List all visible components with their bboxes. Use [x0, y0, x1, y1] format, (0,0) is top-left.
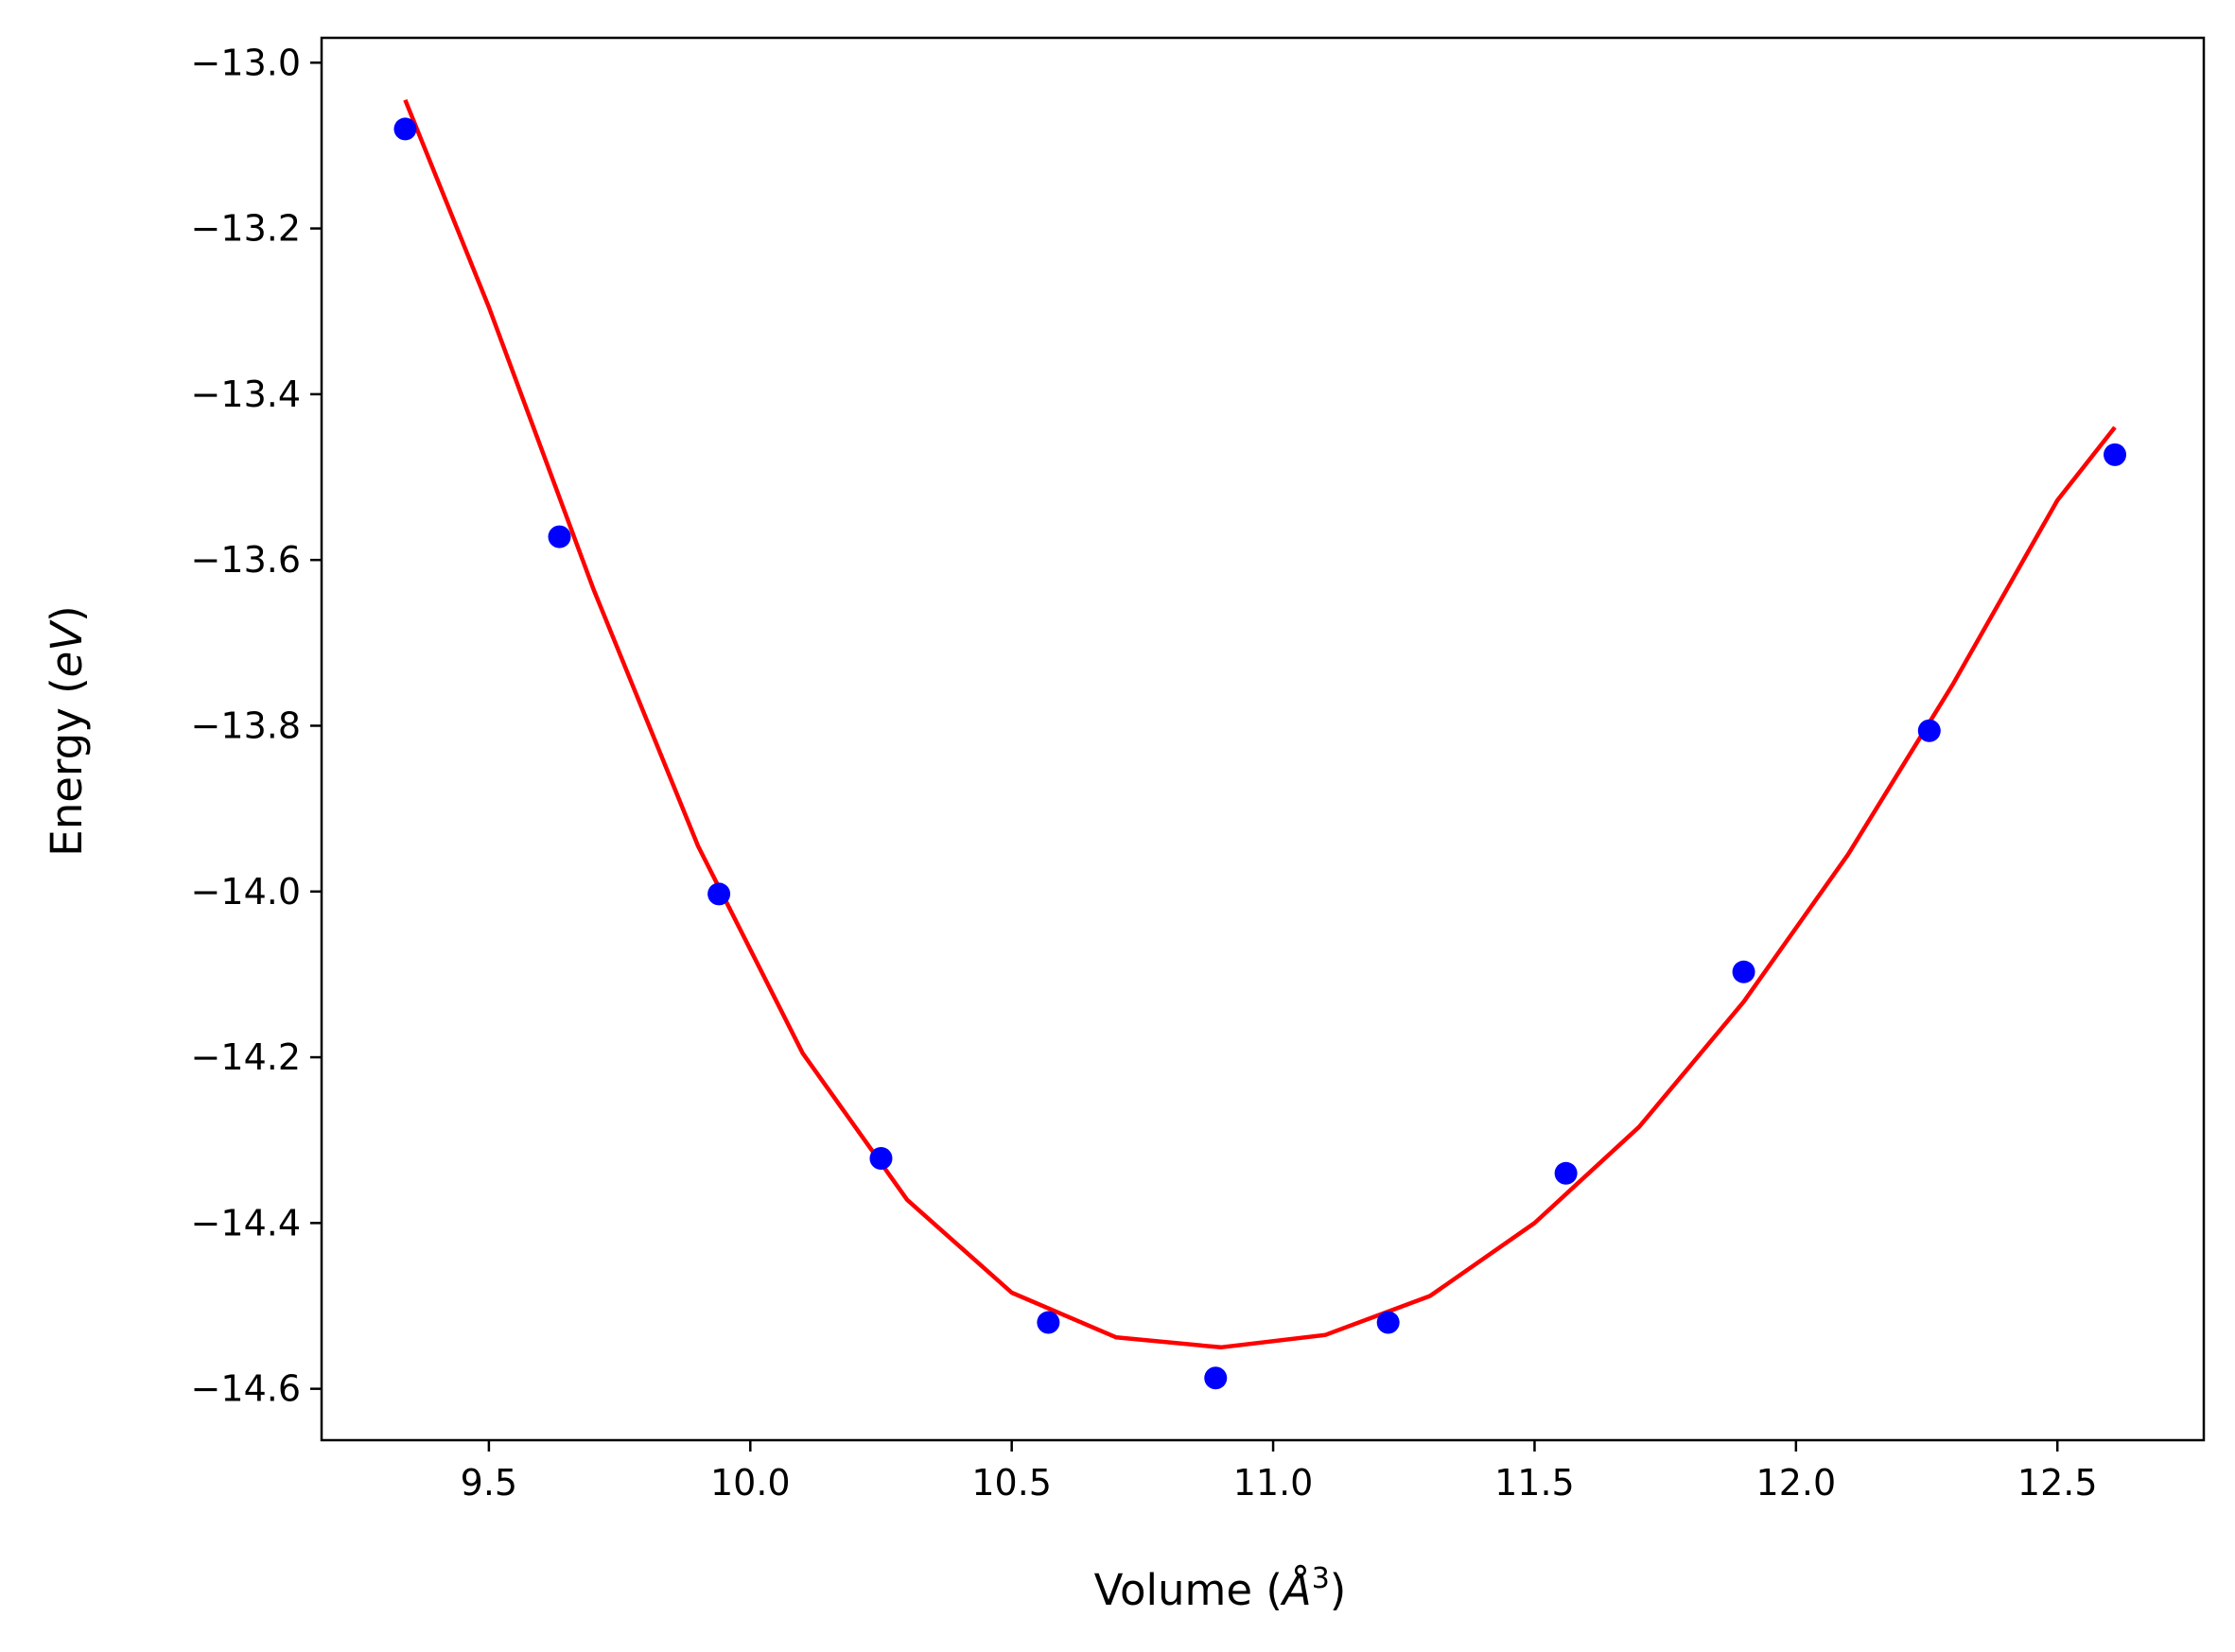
x-tick-label: 9.5	[461, 1462, 517, 1504]
y-tick-label: −14.0	[191, 871, 301, 913]
data-point	[1917, 719, 1941, 742]
x-axis-title: Volume (Å3)	[1094, 1562, 1347, 1615]
x-tick-label: 12.5	[2017, 1462, 2098, 1504]
x-tick-label: 10.5	[971, 1462, 1052, 1504]
y-axis-title-symbol: eV	[42, 619, 92, 678]
plot-frame	[320, 36, 2206, 1442]
data-point	[1732, 960, 1755, 983]
x-axis-ticks: 9.5 10.0 10.5 11.0 11.5 12.0 12.5	[461, 1440, 2098, 1504]
x-tick-label: 12.0	[1756, 1462, 1837, 1504]
x-tick-label: 11.0	[1233, 1462, 1314, 1504]
x-tick-label: 11.5	[1494, 1462, 1575, 1504]
y-axis-title: Energy (eV)	[42, 605, 92, 856]
data-point	[393, 117, 417, 141]
y-tick-label: −14.6	[191, 1368, 301, 1410]
x-axis-title-symbol: Å	[1280, 1565, 1312, 1615]
data-point	[869, 1146, 893, 1170]
y-tick-label: −13.6	[191, 539, 301, 581]
data-point	[707, 882, 731, 906]
y-tick-label: −13.8	[191, 704, 301, 746]
y-tick-label: −14.2	[191, 1036, 301, 1078]
data-point	[1037, 1311, 1060, 1334]
y-tick-label: −13.0	[191, 42, 301, 83]
x-tick-label: 10.0	[710, 1462, 791, 1504]
data-point	[548, 525, 571, 548]
data-point	[1376, 1311, 1400, 1334]
x-axis-title-suffix: )	[1330, 1565, 1347, 1615]
data-point	[2104, 443, 2127, 466]
y-axis-title-prefix: Energy (	[42, 677, 92, 856]
y-tick-label: −13.4	[191, 374, 301, 415]
x-axis-title-superscript: 3	[1312, 1562, 1330, 1595]
y-axis-title-suffix: )	[42, 605, 92, 622]
data-point	[1204, 1366, 1228, 1390]
y-tick-label: −14.4	[191, 1202, 301, 1243]
y-axis-ticks: −13.0 −13.2 −13.4 −13.6 −13.8 −14.0 −14.2 −14.4…	[191, 42, 322, 1410]
fit-curve	[403, 98, 2117, 1350]
x-axis-title-prefix: Volume (	[1094, 1565, 1283, 1615]
data-point	[1554, 1161, 1578, 1185]
plot-area	[393, 98, 2127, 1390]
y-tick-label: −13.2	[191, 208, 301, 250]
